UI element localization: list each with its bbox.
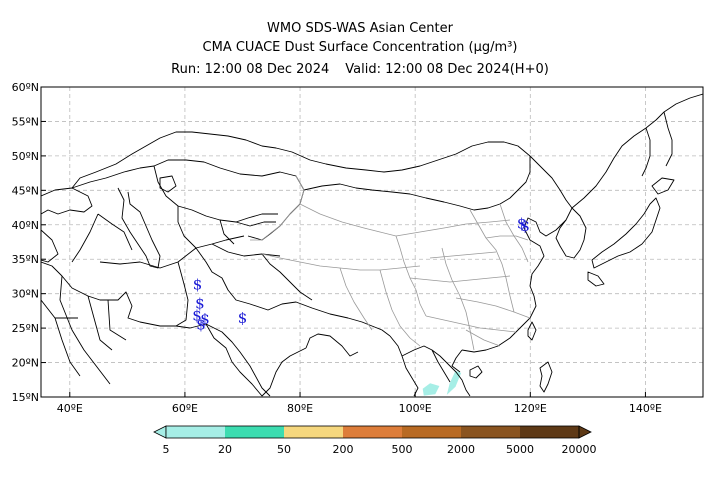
- colorbar-segment: [225, 426, 284, 438]
- southeast-asia: [389, 335, 471, 397]
- dust-storm-observations: $$$$$ $$$: [192, 214, 530, 333]
- dust-storm-symbol: $: [238, 309, 248, 327]
- hainan-island: [469, 365, 483, 379]
- lat-tick-label: 15ºN: [12, 391, 39, 404]
- lon-tick-label: 80ºE: [287, 402, 313, 415]
- arabian-coast: [41, 261, 176, 385]
- lat-tick-label: 45ºN: [12, 184, 39, 197]
- colorbar-segment: [520, 426, 579, 438]
- colorbar-label: 5: [163, 443, 170, 456]
- colorbar: 5 20 50 200 500 2000 5000 20000: [153, 425, 597, 456]
- colorbar-segment: [284, 426, 343, 438]
- colorbar-min-arrow: [153, 425, 167, 439]
- taiwan-island: [527, 321, 537, 341]
- dust-storm-symbol: $: [517, 214, 527, 232]
- dust-storm-symbol: $: [192, 307, 202, 325]
- dust-patch: [446, 370, 462, 395]
- map-frame: [40, 86, 704, 398]
- colorbar-label: 20: [218, 443, 232, 456]
- lat-tick-label: 20ºN: [12, 357, 39, 370]
- korean-peninsula: [555, 207, 587, 259]
- lat-tick-label: 60ºN: [12, 81, 39, 94]
- lon-tick-label: 140ºE: [629, 402, 662, 415]
- dust-patch: [422, 383, 440, 396]
- valid-time: Valid: 12:00 08 Dec 2024(H+0): [345, 62, 549, 77]
- axis-ticks: 40ºE 60ºE 80ºE 100ºE 120ºE 140ºE 15ºN 20ºN 25ºN 3…: [12, 81, 662, 415]
- russia-border: [71, 131, 573, 209]
- lat-tick-label: 30ºN: [12, 288, 39, 301]
- india-outline: [205, 253, 391, 397]
- colorbar-label: 200: [333, 443, 354, 456]
- far-east-coast: [571, 93, 703, 209]
- colorbar-segment: [461, 426, 520, 438]
- lat-tick-label: 40ºN: [12, 219, 39, 232]
- philippines: [539, 361, 553, 393]
- black-sea: [41, 187, 93, 215]
- colorbar-max-arrow: [578, 425, 592, 439]
- mongolia-border: [303, 156, 531, 211]
- run-time: Run: 12:00 08 Dec 2024: [171, 62, 330, 77]
- colorbar-frame: [165, 425, 580, 439]
- lon-tick-label: 120ºE: [514, 402, 547, 415]
- lon-tick-label: 60ºE: [172, 402, 198, 415]
- dust-storm-symbol: $: [200, 310, 210, 328]
- dust-storm-symbol: $: [196, 316, 206, 334]
- colorbar-segment: [402, 426, 461, 438]
- china-coast: [461, 207, 573, 353]
- lon-tick-label: 100ºE: [399, 402, 432, 415]
- lat-tick-label: 25ºN: [12, 322, 39, 335]
- title-line-2: CMA CUACE Dust Surface Concentration (μg…: [202, 40, 518, 55]
- coastlines-borders: [41, 93, 703, 397]
- southwest-asia-borders: [71, 213, 281, 397]
- title-line-1: WMO SDS-WAS Asian Center: [267, 21, 453, 36]
- mediterranean-coast: [41, 229, 59, 263]
- colorbar-segment: [343, 426, 402, 438]
- lat-tick-label: 35ºN: [12, 253, 39, 266]
- caspian-sea: [117, 187, 161, 269]
- lat-tick-label: 50ºN: [12, 150, 39, 163]
- colorbar-segment: [166, 426, 225, 438]
- china-province-borders: [250, 175, 531, 351]
- colorbar-label: 5000: [506, 443, 534, 456]
- colorbar-label: 20000: [562, 443, 597, 456]
- graticule: [41, 86, 703, 398]
- run-valid-line: Run: 12:00 08 Dec 2024 Valid: 12:00 08 De…: [0, 62, 720, 78]
- dust-storm-symbol: $: [195, 294, 205, 312]
- dust-storm-symbol: $: [193, 276, 203, 294]
- dust-concentration-shading: [422, 370, 462, 396]
- colorbar-label: 50: [277, 443, 291, 456]
- lon-tick-label: 40ºE: [57, 402, 83, 415]
- japan-islands: [587, 177, 675, 287]
- colorbar-label: 2000: [447, 443, 475, 456]
- lat-tick-label: 55ºN: [12, 115, 39, 128]
- central-asia-borders: [71, 159, 305, 249]
- dust-storm-symbol: $: [520, 217, 530, 235]
- colorbar-label: 500: [392, 443, 413, 456]
